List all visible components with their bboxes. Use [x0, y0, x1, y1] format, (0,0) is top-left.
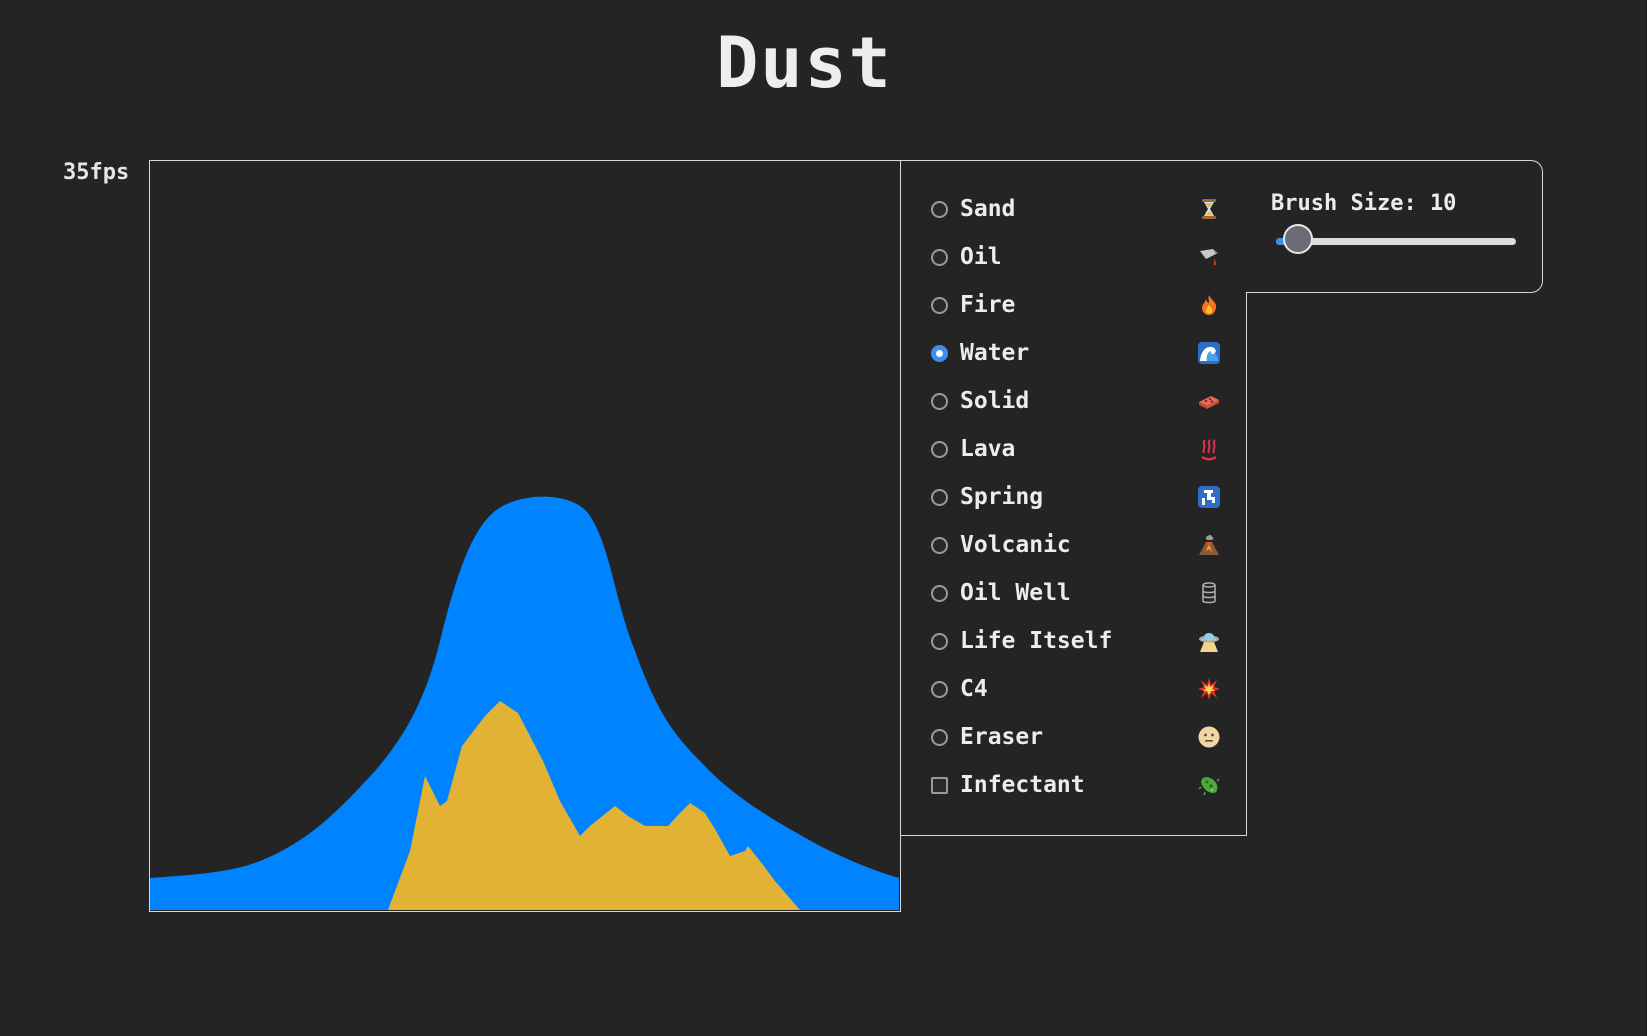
brush-size-panel: Brush Size: 10	[1246, 160, 1543, 293]
water-particles	[150, 496, 899, 910]
app-title: Dust	[716, 22, 893, 104]
ufo-icon	[1197, 629, 1221, 653]
brush-size-slider-thumb[interactable]	[1282, 224, 1313, 254]
material-label-life-itself: Life Itself	[960, 628, 1113, 654]
material-option-eraser[interactable]: Eraser	[931, 717, 1221, 757]
material-radio-sand[interactable]	[931, 200, 948, 218]
material-option-life-itself[interactable]: Life Itself	[931, 621, 1221, 661]
simulation-canvas[interactable]	[149, 160, 901, 912]
material-radio-oil[interactable]	[931, 248, 948, 266]
material-label-oil-well: Oil Well	[960, 580, 1071, 606]
material-radio-spring[interactable]	[931, 488, 948, 506]
material-option-spring[interactable]: Spring	[931, 477, 1221, 517]
material-option-lava[interactable]: Lava	[931, 429, 1221, 469]
material-label-oil: Oil	[960, 244, 1002, 270]
brick-icon	[1197, 389, 1221, 413]
material-label-c4: C4	[960, 676, 988, 702]
hot-springs-icon	[1197, 437, 1221, 461]
material-option-oil[interactable]: Oil	[931, 237, 1221, 277]
material-label-eraser: Eraser	[960, 724, 1044, 750]
material-option-sand[interactable]: Sand	[931, 189, 1221, 229]
material-option-infectant[interactable]: Infectant	[931, 765, 1221, 805]
material-radio-solid[interactable]	[931, 392, 948, 410]
sand-particles	[388, 701, 800, 910]
material-radio-eraser[interactable]	[931, 728, 948, 746]
material-option-volcanic[interactable]: Volcanic	[931, 525, 1221, 565]
fire-icon	[1197, 293, 1221, 317]
hourglass-icon	[1197, 197, 1221, 221]
material-option-oil-well[interactable]: Oil Well	[931, 573, 1221, 613]
volcano-icon	[1197, 533, 1221, 557]
neutral-face-icon	[1197, 725, 1221, 749]
material-radio-c4[interactable]	[931, 680, 948, 698]
material-label-infectant: Infectant	[960, 772, 1085, 798]
material-radio-oil-well[interactable]	[931, 584, 948, 602]
material-label-water: Water	[960, 340, 1030, 366]
material-radio-water[interactable]	[931, 344, 948, 362]
fps-counter: 35fps	[63, 160, 130, 185]
material-radio-fire[interactable]	[931, 296, 948, 314]
microbe-icon	[1197, 773, 1221, 797]
explosion-icon	[1197, 677, 1221, 701]
material-label-solid: Solid	[960, 388, 1030, 414]
material-label-spring: Spring	[960, 484, 1044, 510]
brush-size-label: Brush Size: 10	[1271, 191, 1457, 216]
material-radio-life-itself[interactable]	[931, 632, 948, 650]
material-option-fire[interactable]: Fire	[931, 285, 1221, 325]
material-option-c4[interactable]: C4	[931, 669, 1221, 709]
material-label-lava: Lava	[960, 436, 1016, 462]
oil-drum-icon	[1197, 581, 1221, 605]
material-label-sand: Sand	[960, 196, 1016, 222]
wave-icon	[1197, 341, 1221, 365]
material-radio-lava[interactable]	[931, 440, 948, 458]
material-option-solid[interactable]: Solid	[931, 381, 1221, 421]
material-label-fire: Fire	[960, 292, 1016, 318]
faucet-icon	[1197, 485, 1221, 509]
oil-can-icon	[1197, 245, 1221, 269]
material-option-water[interactable]: Water	[931, 333, 1221, 373]
material-radio-volcanic[interactable]	[931, 536, 948, 554]
material-checkbox-infectant[interactable]	[931, 776, 948, 794]
simulation-render	[150, 496, 899, 910]
material-label-volcanic: Volcanic	[960, 532, 1071, 558]
material-selector: Sand Oil Fire Water Solid Lava Spring Volcanic O…	[900, 160, 1247, 836]
